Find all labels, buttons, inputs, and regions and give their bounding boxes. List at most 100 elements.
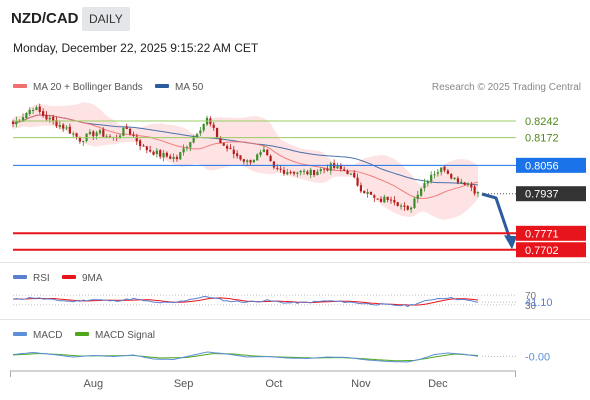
candle-body xyxy=(82,140,85,142)
candle-body xyxy=(28,109,31,114)
x-tick-label-oct: Oct xyxy=(265,378,282,390)
candle-body xyxy=(118,135,122,138)
candle-body xyxy=(286,172,289,175)
candle-body xyxy=(149,149,152,152)
macd-legend-label: MACD xyxy=(33,330,62,341)
candle-body xyxy=(152,151,155,155)
macd-plot: -0.00 xyxy=(12,351,550,363)
candle-body xyxy=(185,147,189,149)
level-tag-support-1 xyxy=(516,225,586,241)
candle-body xyxy=(436,172,439,174)
candle-body xyxy=(239,155,242,160)
macd-line xyxy=(12,351,479,363)
candle-body xyxy=(75,133,78,137)
candle-body xyxy=(68,126,71,134)
rsi-level-label-70: 70 xyxy=(525,291,537,302)
candle-body xyxy=(323,168,326,170)
candle-body xyxy=(476,192,480,194)
candle-body xyxy=(236,153,239,157)
candle-body xyxy=(389,199,393,201)
candle-body xyxy=(460,181,463,184)
candle-body xyxy=(179,152,182,160)
candle-body xyxy=(145,146,148,151)
macd-signal-legend-label: MACD Signal xyxy=(95,330,155,341)
candle-body xyxy=(413,198,416,208)
ma20-legend-swatch xyxy=(13,84,27,88)
candle-body xyxy=(226,146,229,149)
candle-body xyxy=(426,181,429,184)
candle-body xyxy=(25,113,28,119)
candle-body xyxy=(199,130,202,134)
candle-body xyxy=(78,137,82,142)
macd-signal-legend-swatch xyxy=(75,332,89,336)
level-label-support-2: 0.7702 xyxy=(525,245,559,257)
copyright-label: Research © 2025 Trading Central xyxy=(432,82,581,93)
candle-body xyxy=(246,160,249,162)
rsi-ma-line xyxy=(12,297,479,306)
candle-body xyxy=(219,138,222,144)
candle-body xyxy=(175,156,179,160)
candle-body xyxy=(433,174,436,176)
candle-body xyxy=(155,150,158,154)
rsi-ma-legend-label: 9MA xyxy=(82,273,103,284)
candle-body xyxy=(456,178,460,183)
x-tick-label-nov: Nov xyxy=(351,378,371,390)
candle-body xyxy=(98,130,102,134)
bollinger-band xyxy=(13,102,478,220)
level-label-resistance-2: 0.8242 xyxy=(525,116,559,128)
candle-body xyxy=(38,106,41,112)
level-tag-support-2 xyxy=(516,242,586,258)
candle-body xyxy=(125,127,128,129)
x-tick-label-aug: Aug xyxy=(83,378,103,390)
forecast-arrow-shaft xyxy=(481,192,512,240)
candle-body xyxy=(306,171,309,175)
rsi-level-label-30: 30 xyxy=(525,301,537,312)
rsi-ma-legend-swatch xyxy=(62,275,76,279)
candle-body xyxy=(446,170,449,174)
candle-body xyxy=(329,163,332,171)
candle-body xyxy=(35,107,38,110)
candle-body xyxy=(386,196,389,200)
price-legend: MA 20 + Bollinger Bands MA 50 Research ©… xyxy=(13,82,581,93)
period-badge[interactable]: DAILY xyxy=(82,7,130,31)
candle-body xyxy=(142,145,145,147)
candle-body xyxy=(383,196,386,203)
candle-body xyxy=(363,190,366,194)
candle-body xyxy=(416,194,419,199)
candle-body xyxy=(212,124,215,128)
candle-body xyxy=(292,171,296,174)
candle-body xyxy=(470,184,473,188)
candle-body xyxy=(406,206,409,210)
candle-body xyxy=(232,149,235,154)
candle-body xyxy=(55,120,58,127)
candle-body xyxy=(165,152,168,157)
candle-body xyxy=(229,147,232,149)
candle-body xyxy=(256,154,259,161)
candle-body xyxy=(135,136,138,142)
candle-body xyxy=(21,117,25,122)
macd-legend: MACD MACD Signal xyxy=(13,330,155,341)
candle-body xyxy=(62,124,65,129)
level-label-pivot: 0.8056 xyxy=(525,160,559,172)
candle-body xyxy=(473,186,476,194)
price-levels: 0.8242 0.8172 0.8056 0.7937 0.7771 0.7702 xyxy=(13,116,586,258)
rsi-legend: RSI 9MA xyxy=(13,273,103,284)
candle-body xyxy=(102,129,105,137)
candle-body xyxy=(202,123,205,131)
candle-body xyxy=(162,152,165,158)
symbol-title: NZD/CAD xyxy=(11,10,79,27)
candle-body xyxy=(339,165,342,170)
price-plot xyxy=(11,102,517,250)
candle-body xyxy=(440,167,443,173)
candle-body xyxy=(222,143,225,146)
candle-body xyxy=(466,183,470,185)
candle-body xyxy=(399,205,403,207)
candle-body xyxy=(189,142,192,148)
report-datetime: Monday, December 22, 2025 9:15:22 AM CET xyxy=(13,41,259,55)
candle-body xyxy=(31,109,35,111)
candle-body xyxy=(105,136,108,138)
candle-body xyxy=(409,207,413,210)
candle-body xyxy=(450,174,453,179)
candle-body xyxy=(289,172,292,174)
candle-body xyxy=(369,191,373,195)
